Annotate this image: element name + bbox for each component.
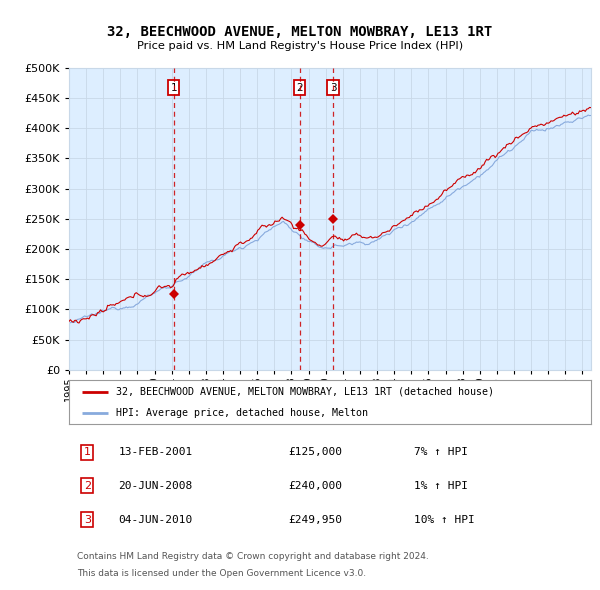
Text: 32, BEECHWOOD AVENUE, MELTON MOWBRAY, LE13 1RT: 32, BEECHWOOD AVENUE, MELTON MOWBRAY, LE… [107,25,493,39]
Text: 3: 3 [84,515,91,525]
Text: HPI: Average price, detached house, Melton: HPI: Average price, detached house, Melt… [116,408,368,418]
Text: 3: 3 [330,83,337,93]
Text: 20-JUN-2008: 20-JUN-2008 [119,480,193,490]
Text: £240,000: £240,000 [288,480,342,490]
Text: £125,000: £125,000 [288,447,342,457]
Text: 32, BEECHWOOD AVENUE, MELTON MOWBRAY, LE13 1RT (detached house): 32, BEECHWOOD AVENUE, MELTON MOWBRAY, LE… [116,387,494,397]
Text: 7% ↑ HPI: 7% ↑ HPI [413,447,467,457]
Text: Contains HM Land Registry data © Crown copyright and database right 2024.: Contains HM Land Registry data © Crown c… [77,552,428,561]
Text: £249,950: £249,950 [288,515,342,525]
Text: 2: 2 [296,83,303,93]
Text: 13-FEB-2001: 13-FEB-2001 [119,447,193,457]
Text: 10% ↑ HPI: 10% ↑ HPI [413,515,474,525]
Text: Price paid vs. HM Land Registry's House Price Index (HPI): Price paid vs. HM Land Registry's House … [137,41,463,51]
Text: 04-JUN-2010: 04-JUN-2010 [119,515,193,525]
Text: This data is licensed under the Open Government Licence v3.0.: This data is licensed under the Open Gov… [77,569,366,578]
Text: 1% ↑ HPI: 1% ↑ HPI [413,480,467,490]
Text: 2: 2 [84,480,91,490]
Text: 1: 1 [170,83,177,93]
Text: 1: 1 [84,447,91,457]
